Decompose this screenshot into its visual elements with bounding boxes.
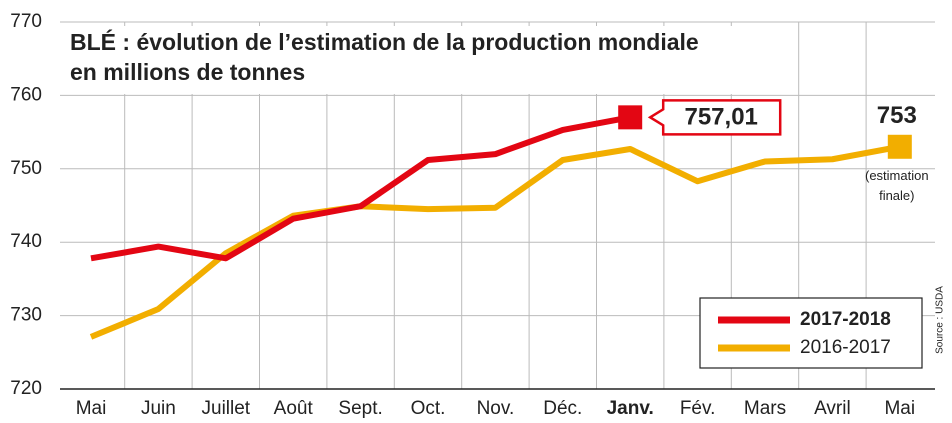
y-tick-label: 720 <box>10 378 42 399</box>
x-tick-label: Juillet <box>202 398 251 419</box>
x-tick-label: Janv. <box>607 398 654 419</box>
x-tick-label: Fév. <box>680 398 716 419</box>
series-line <box>89 143 901 340</box>
data-label: 753 <box>877 102 917 129</box>
data-label: 757,01 <box>684 104 757 131</box>
end-marker <box>887 134 912 159</box>
y-tick-label: 730 <box>10 305 42 326</box>
x-tick-label: Juin <box>141 398 176 419</box>
y-tick-label: 770 <box>10 11 42 32</box>
chart-subtitle: en millions de tonnes <box>70 59 305 85</box>
legend-box <box>699 297 923 369</box>
x-tick-label: Nov. <box>477 398 515 419</box>
title-background <box>62 26 752 94</box>
legend-label: 2017-2018 <box>800 309 891 330</box>
x-tick-label: Oct. <box>411 398 446 419</box>
chart-title: BLÉ : évolution de l’estimation de la pr… <box>70 28 699 55</box>
x-tick-label: Déc. <box>543 398 582 419</box>
y-tick-label: 760 <box>10 84 42 105</box>
legend-label: 2016-2017 <box>800 337 891 358</box>
x-tick-label: Mai <box>76 398 107 419</box>
x-tick-label: Sept. <box>338 398 382 419</box>
y-tick-label: 750 <box>10 158 42 179</box>
x-tick-label: Avril <box>814 398 851 419</box>
series-line <box>90 114 631 262</box>
x-tick-label: Mars <box>744 398 786 419</box>
label-box <box>647 99 782 136</box>
annotation: (estimation finale) <box>865 168 929 203</box>
source: Source : USDA <box>935 286 946 354</box>
end-marker <box>618 105 643 130</box>
x-tick-label: Août <box>274 398 314 419</box>
y-tick-label: 740 <box>10 231 42 252</box>
x-tick-label: Mai <box>884 398 915 419</box>
